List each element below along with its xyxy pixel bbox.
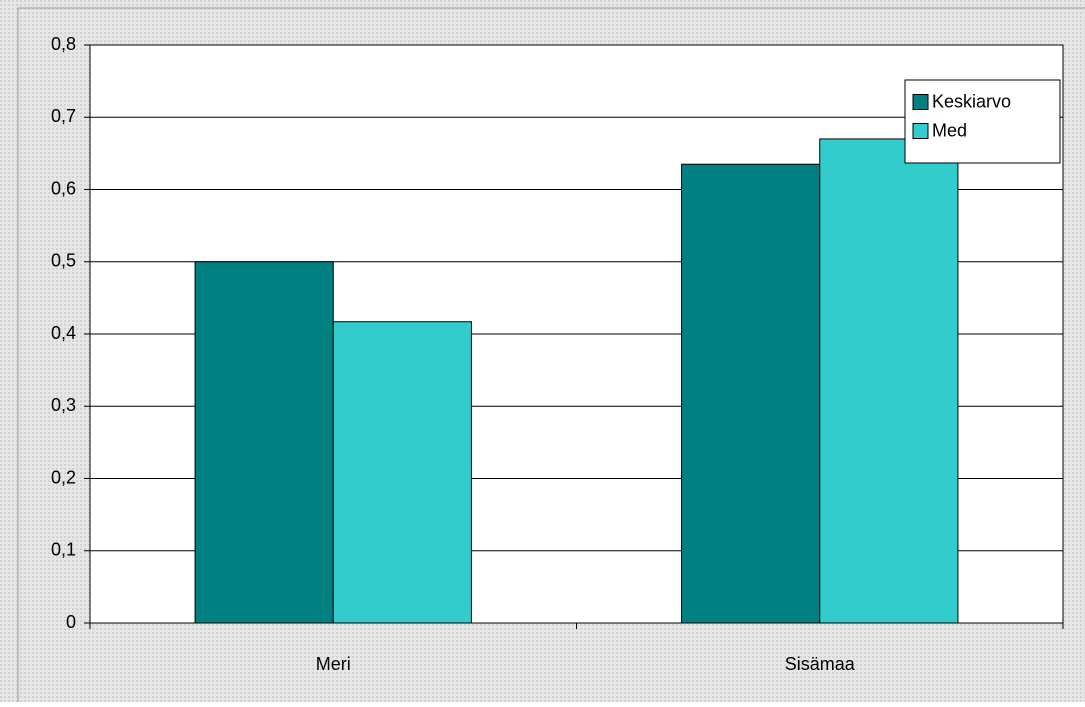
legend-swatch	[912, 123, 929, 139]
y-tick-label: 0	[66, 612, 76, 632]
y-tick-label: 0,7	[51, 106, 76, 126]
y-tick-label: 0,5	[51, 251, 76, 271]
x-tick-label: Meri	[316, 654, 351, 674]
y-tick-label: 0,8	[51, 34, 76, 54]
legend-swatch	[912, 94, 929, 110]
y-tick-label: 0,1	[51, 540, 76, 560]
bar	[819, 138, 959, 624]
y-tick-label: 0,3	[51, 395, 76, 415]
legend-label: Med	[932, 120, 967, 140]
bar	[681, 163, 821, 624]
bar	[194, 261, 334, 624]
legend-box	[904, 79, 1061, 164]
legend-label: Keskiarvo	[932, 91, 1011, 111]
x-tick-label: Sisämaa	[785, 654, 856, 674]
y-tick-label: 0,6	[51, 178, 76, 198]
y-tick-label: 0,2	[51, 467, 76, 487]
bar	[332, 321, 472, 624]
chart-frame	[17, 7, 1085, 707]
y-tick-label: 0,4	[51, 323, 76, 343]
